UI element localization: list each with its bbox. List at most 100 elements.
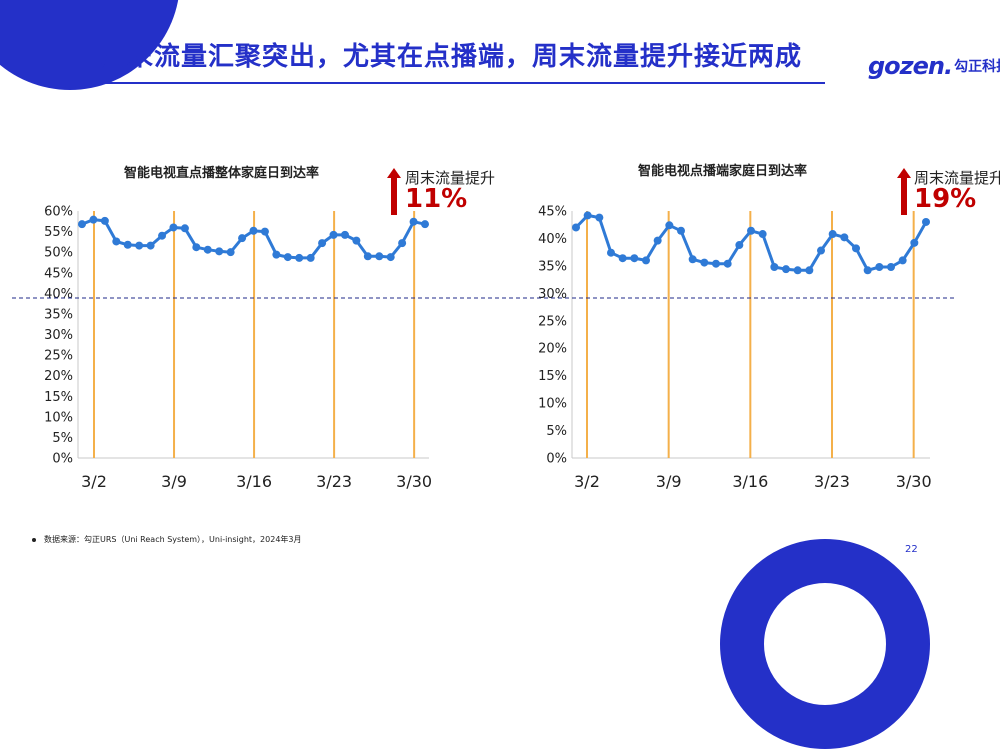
chart-1-y-tick-label: 15% <box>44 390 73 405</box>
chart-2-data-point <box>758 230 767 239</box>
chart-2-y-tick-label: 45% <box>538 205 567 220</box>
chart-2-title: 智能电视点播端家庭日到达率 <box>638 164 808 179</box>
chart-2-x-tick-label: 3/30 <box>896 472 932 491</box>
chart-1-x-tick-label: 3/30 <box>396 472 432 491</box>
chart-1-data-point <box>169 223 178 232</box>
chart-2-uplift-value: 19% <box>914 184 977 214</box>
chart-2-data-point <box>712 259 720 268</box>
page-number: 22 <box>905 544 918 555</box>
chart-1-data-point <box>215 247 224 256</box>
chart-2-data-point <box>817 246 825 255</box>
chart-1-y-tick-label: 5% <box>52 431 73 446</box>
chart-1-uplift-value: 11% <box>405 184 468 214</box>
chart-1-data-point <box>295 253 304 262</box>
chart-2-data-point <box>852 244 860 253</box>
logo-text: 勾正科技 <box>954 59 1000 75</box>
chart-2-data-point <box>677 226 685 235</box>
chart-2-y-tick-label: 10% <box>538 397 567 412</box>
chart-2-data-point <box>805 266 814 275</box>
source-footnote: 数据来源：勾正URS（Uni Reach System），Uni-insight… <box>32 534 302 545</box>
chart-2-y-tick-label: 25% <box>538 314 567 329</box>
chart-2-y-tick-label: 0% <box>546 452 567 467</box>
logo-mark: gozen. <box>868 52 953 80</box>
chart-1-plot: 0% 5% 10% 15% 20% 25% 30% 35% 40% 45% 50% 55% 60% 3/2… <box>44 205 432 492</box>
chart-1-y-tick-label: 50% <box>44 246 73 261</box>
chart-2-data-point <box>665 221 674 230</box>
chart-2-data-point <box>875 262 884 271</box>
chart-1-y-tick-label: 55% <box>44 225 73 240</box>
chart-1-data-point <box>89 215 98 224</box>
chart-2-data-point <box>747 226 755 235</box>
chart-1-y-tick-label: 25% <box>44 349 73 364</box>
chart-2-data-point <box>583 211 592 220</box>
chart-2-data-point <box>723 259 732 268</box>
chart-1-data-point <box>306 253 315 262</box>
chart-1-data-point <box>226 248 235 257</box>
chart-1-data-point <box>135 241 144 250</box>
title-underline <box>95 82 825 84</box>
chart-2-data-point <box>735 241 744 250</box>
chart-1-data-point <box>409 217 418 226</box>
chart-1-data-point <box>180 224 189 233</box>
chart-2-data-point <box>840 233 849 242</box>
chart-2-data-point <box>782 265 790 274</box>
chart-1-data-point <box>340 230 349 239</box>
chart-2-data-point <box>595 213 604 222</box>
chart-2-uplift-label: 周末流量提升 <box>914 169 1000 187</box>
chart-1-data-point <box>386 253 395 262</box>
chart-2-data-point <box>863 266 872 275</box>
chart-2-x-tick-label: 3/16 <box>732 472 768 491</box>
chart-2-data-point <box>910 238 919 247</box>
chart-2-y-tick-label: 5% <box>546 424 567 439</box>
reference-dashed-line <box>12 297 957 299</box>
chart-1-data-point <box>158 231 167 240</box>
bullet-dot <box>32 537 36 542</box>
chart-1-data-point <box>272 250 281 259</box>
chart-2-y-tick-label: 15% <box>538 369 567 384</box>
chart-1-y-tick-label: 10% <box>44 410 73 425</box>
chart-2-data-point <box>770 262 779 271</box>
chart-1-x-tick-label: 3/2 <box>81 472 107 491</box>
chart-2-data-point <box>793 266 802 275</box>
slide-title: 周末流量汇聚突出，尤其在点播端，周末流量提升接近两成 <box>100 42 803 72</box>
chart-2-data-point <box>700 258 709 267</box>
chart-2-data-point <box>618 254 627 263</box>
chart-1-data-point <box>352 236 361 245</box>
chart-2-y-tick-label: 35% <box>538 259 567 274</box>
chart-1-data-point <box>398 239 407 248</box>
chart-2-data-point <box>922 217 930 226</box>
chart-1-data-point <box>192 243 201 252</box>
chart-1-y-tick-label: 20% <box>44 369 73 384</box>
chart-1-x-tick-label: 3/9 <box>161 472 187 491</box>
chart-1-y-tick-label: 40% <box>44 287 73 302</box>
company-logo: gozen. 勾正科技 <box>868 52 1000 80</box>
chart-1-y-tick-label: 35% <box>44 307 73 322</box>
chart-1-data-point <box>78 220 86 229</box>
chart-2-y-tick-label: 20% <box>538 342 567 357</box>
chart-1-data-point <box>249 226 258 235</box>
chart-1-data-point <box>260 227 269 236</box>
chart-2-data-point <box>828 230 837 239</box>
chart-1-data-point <box>363 252 372 261</box>
chart-2-data-point <box>688 255 697 264</box>
chart-2-data-point <box>887 262 895 271</box>
chart-1-data-point <box>123 240 132 249</box>
chart-2-data-point <box>630 254 639 263</box>
chart-1-data-point <box>318 239 327 248</box>
corner-decoration-bottom-right <box>720 539 930 749</box>
chart-2-x-tick-label: 3/2 <box>574 472 600 491</box>
chart-2-y-tick-label: 30% <box>538 287 567 302</box>
chart-2-plot: 0% 5% 10% 15% 20% 25% 30% 35% 40% 45% 3/2 3/9 3/16 3/… <box>538 205 932 492</box>
chart-1-title: 智能电视直点播整体家庭日到达率 <box>124 166 320 181</box>
chart-1-data-point <box>421 220 429 229</box>
chart-1-data-point <box>112 237 121 246</box>
chart-1-data-point <box>375 252 384 261</box>
chart-1-x-tick-label: 3/16 <box>236 472 272 491</box>
chart-2-data-point <box>572 223 580 232</box>
chart-1-y-tick-label: 0% <box>52 452 73 467</box>
chart-1-data-point <box>146 241 155 250</box>
chart-2-uplift-arrow-icon <box>897 168 911 215</box>
chart-1-x-tick-label: 3/23 <box>316 472 352 491</box>
chart-1-data-point <box>203 245 212 254</box>
source-text: 数据来源：勾正URS（Uni Reach System），Uni-insight… <box>44 535 302 544</box>
